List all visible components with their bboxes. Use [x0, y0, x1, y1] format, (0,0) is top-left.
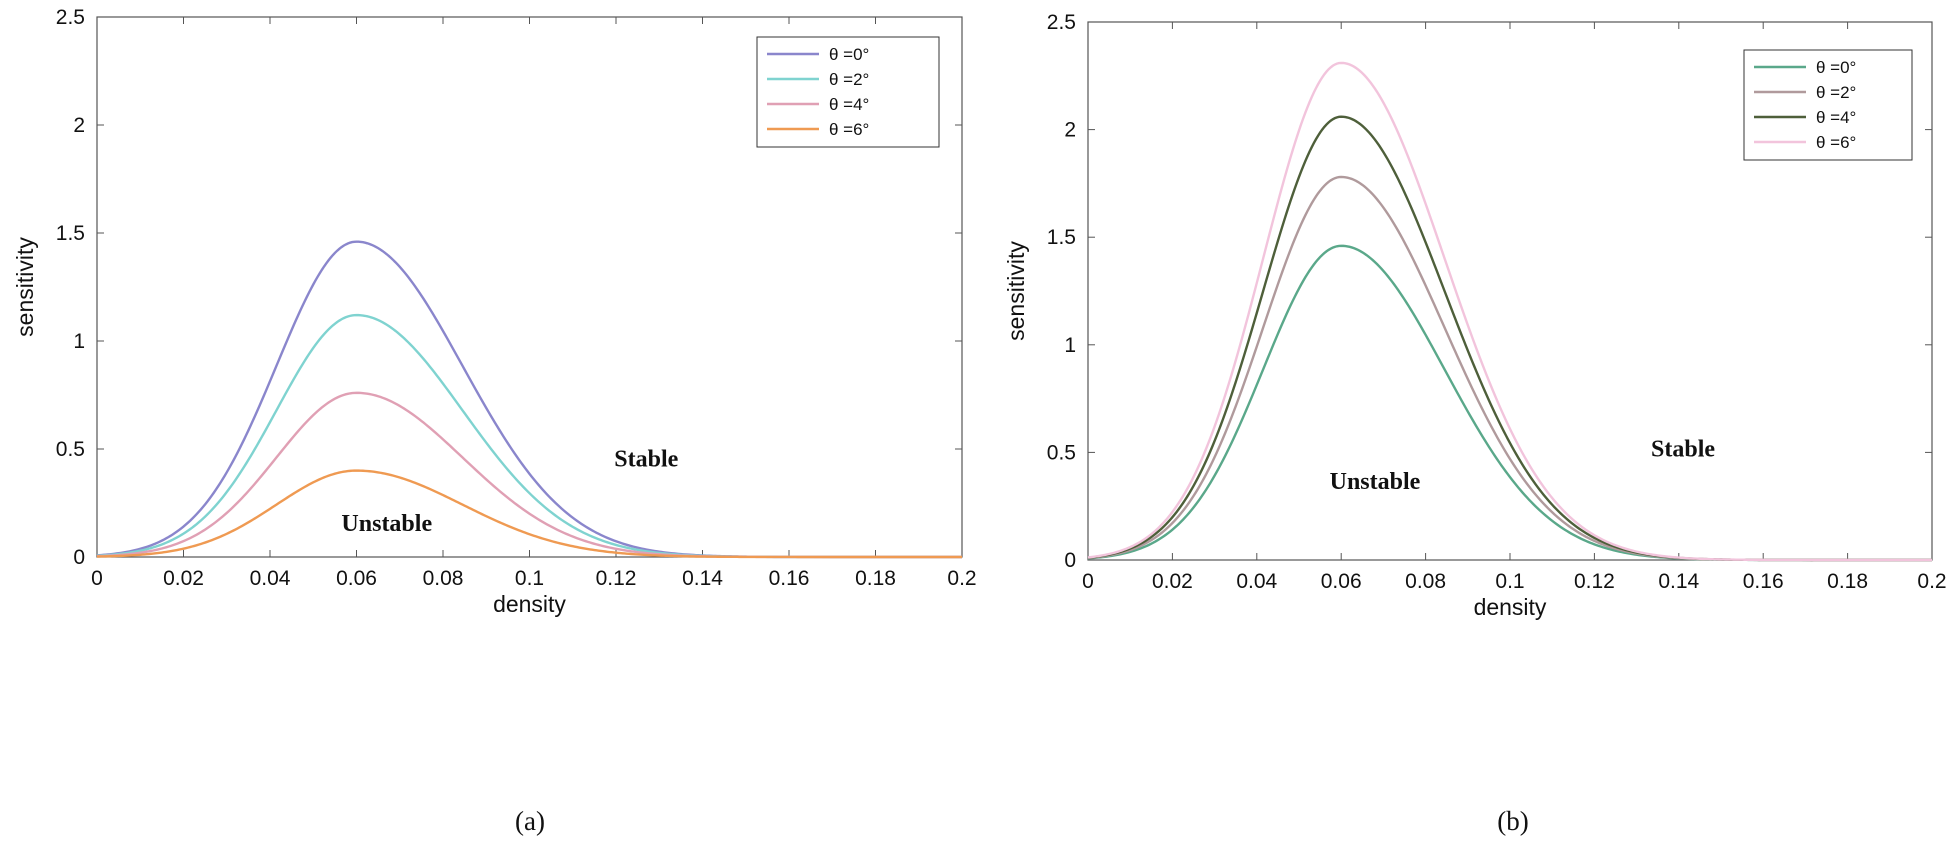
annotation-stable: Stable — [1651, 437, 1715, 463]
x-tick-label: 0 — [91, 567, 103, 590]
x-tick-label: 0 — [1082, 570, 1094, 593]
x-tick-label: 0.08 — [1405, 570, 1446, 593]
x-tick-label: 0.12 — [1574, 570, 1615, 593]
x-tick-label: 0.2 — [947, 567, 976, 590]
panel-caption: (b) — [1497, 806, 1528, 836]
x-tick-label: 0.18 — [1827, 570, 1868, 593]
x-tick-label: 0.06 — [336, 567, 377, 590]
y-tick-label: 1 — [1064, 334, 1076, 357]
x-tick-label: 0.04 — [250, 567, 291, 590]
x-tick-label: 0.08 — [423, 567, 464, 590]
chart-panel-a: 0 0.02 0.04 0.06 0.08 0.1 0.12 0.14 0.16 0.18 0.2 0… — [12, 6, 977, 836]
y-axis-label: sensitivity — [1003, 241, 1029, 341]
x-tick-label: 0.14 — [1658, 570, 1699, 593]
panel-caption: (a) — [515, 806, 545, 836]
series-line-theta-0 — [96, 240, 962, 559]
y-tick-label: 0 — [73, 546, 85, 569]
y-tick-label: 0 — [1064, 549, 1076, 572]
y-tick-label: 1.5 — [1047, 226, 1076, 249]
legend: θ =0° θ =2° θ =4° θ =6° — [1743, 49, 1913, 161]
annotation-stable: Stable — [614, 446, 678, 472]
legend-label-theta-0: θ =0° — [1816, 58, 1856, 77]
y-tick-label: 1 — [73, 330, 85, 353]
legend-label-theta-6: θ =6° — [1816, 133, 1856, 152]
x-axis-label: density — [1474, 594, 1547, 620]
legend-label-theta-2: θ =2° — [1816, 83, 1856, 102]
y-tick-label: 1.5 — [56, 222, 85, 245]
x-tick-label: 0.16 — [769, 567, 810, 590]
series-line-theta-4 — [1087, 115, 1932, 562]
y-tick-label: 2 — [73, 114, 85, 137]
annotation-unstable: Unstable — [1330, 469, 1421, 495]
x-tick-label: 0.02 — [163, 567, 204, 590]
x-tick-label: 0.06 — [1321, 570, 1362, 593]
y-tick-label: 2.5 — [56, 6, 85, 29]
x-tick-label: 0.12 — [596, 567, 637, 590]
x-tick-label: 0.1 — [515, 567, 544, 590]
legend-label-theta-2: θ =2° — [829, 70, 869, 89]
series-line-theta-6 — [1087, 61, 1932, 562]
y-tick-label: 0.5 — [56, 438, 85, 461]
y-tick-label: 0.5 — [1047, 441, 1076, 464]
y-tick-label: 2.5 — [1047, 11, 1076, 34]
x-tick-label: 0.16 — [1743, 570, 1784, 593]
series-line-theta-2 — [96, 313, 962, 559]
x-tick-label: 0.2 — [1917, 570, 1946, 593]
series-line-theta-0 — [1087, 244, 1932, 562]
legend: θ =0° θ =2° θ =4° θ =6° — [756, 36, 940, 148]
x-tick-label: 0.02 — [1152, 570, 1193, 593]
y-tick-label: 2 — [1064, 119, 1076, 142]
x-axis-label: density — [493, 591, 566, 617]
annotation-unstable: Unstable — [341, 511, 432, 537]
x-tick-label: 0.14 — [682, 567, 723, 590]
chart-panel-b: 0 0.02 0.04 0.06 0.08 0.1 0.12 0.14 0.16 0.18 0.2 0… — [1003, 11, 1947, 836]
legend-label-theta-6: θ =6° — [829, 120, 869, 139]
y-axis-label: sensitivity — [12, 237, 38, 337]
legend-label-theta-0: θ =0° — [829, 45, 869, 64]
x-tick-label: 0.1 — [1495, 570, 1524, 593]
series-line-theta-2 — [1087, 175, 1932, 562]
legend-label-theta-4: θ =4° — [829, 95, 869, 114]
legend-label-theta-4: θ =4° — [1816, 108, 1856, 127]
x-tick-label: 0.18 — [855, 567, 896, 590]
x-tick-label: 0.04 — [1236, 570, 1277, 593]
series-line-theta-6 — [96, 469, 962, 559]
